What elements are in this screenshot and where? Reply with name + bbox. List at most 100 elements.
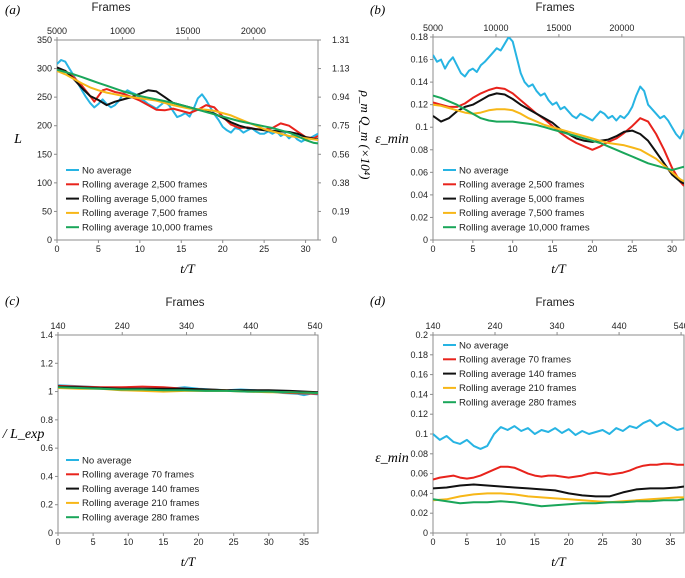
y-tick-label: 0.18 — [410, 350, 428, 360]
x-tick-label: 5 — [464, 537, 469, 547]
y-axis-label: ε_min — [375, 451, 409, 466]
x2-tick-label: 440 — [612, 321, 627, 331]
legend-label: No average — [82, 165, 132, 176]
y-tick-label: 0.06 — [410, 167, 428, 177]
y-tick-label: 0.06 — [410, 469, 428, 479]
series-group — [57, 59, 318, 145]
x-tick-label: 35 — [665, 537, 675, 547]
x-tick-label: 20 — [194, 537, 204, 547]
y-tick-label: 0.4 — [40, 471, 53, 481]
y-tick-label: 250 — [37, 92, 52, 102]
legend-label: Rolling average 70 frames — [459, 355, 571, 366]
y-tick-label: 0 — [423, 528, 428, 538]
x2-tick-label: 540 — [307, 321, 322, 331]
series-group — [433, 37, 684, 187]
y-tick-label: 150 — [37, 149, 52, 159]
x2-axis-title: Frames — [536, 297, 575, 309]
series-line-5 — [57, 68, 318, 145]
x-tick-label: 35 — [299, 537, 309, 547]
y-tick-label: 0.16 — [410, 55, 428, 65]
y2-tick-label: 1.31 — [332, 35, 350, 45]
x-tick-label: 20 — [587, 244, 597, 254]
panel-label: (c) — [5, 293, 19, 308]
x-tick-label: 25 — [259, 244, 269, 254]
x-axis-label: t/T — [181, 554, 196, 569]
legend-label: Rolling average 280 frames — [82, 513, 200, 524]
legend-label: Rolling average 140 frames — [82, 484, 200, 495]
y-tick-label: 0.8 — [40, 415, 53, 425]
legend: No average Rolling average 70 frames Rolli… — [66, 455, 200, 524]
legend-label: Rolling average 10,000 frames — [459, 223, 590, 234]
x2-tick-label: 340 — [550, 321, 565, 331]
x-tick-label: 0 — [430, 537, 435, 547]
legend-label: Rolling average 2,500 frames — [459, 180, 585, 191]
y-tick-label: 0.08 — [410, 145, 428, 155]
x2-tick-label: 340 — [179, 321, 194, 331]
x2-tick-label: 440 — [243, 321, 258, 331]
x2-tick-label: 240 — [115, 321, 130, 331]
series-line-5 — [433, 498, 684, 508]
series-line-2 — [433, 462, 684, 481]
x-tick-label: 10 — [508, 244, 518, 254]
y-tick-label: 0 — [423, 235, 428, 245]
panel-c: (c) 0 5 10 15 20 25 30 35 0 0.2 0.4 0.6 0.8 1 1.2 1.4140… — [0, 293, 322, 569]
x-tick-label: 20 — [218, 244, 228, 254]
legend-label: Rolling average 10,000 frames — [82, 223, 213, 234]
y-tick-label: 0.18 — [410, 32, 428, 42]
x2-tick-label: 20000 — [241, 26, 266, 36]
y-tick-label: 0.1 — [415, 429, 428, 439]
panel-a: (a)0 5 10 15 20 25 3005010015020025030035000.1… — [5, 2, 373, 276]
legend-label: Rolling average 5,000 frames — [82, 194, 208, 205]
x-tick-label: 20 — [564, 537, 574, 547]
legend-label: No average — [459, 165, 509, 176]
series-group — [58, 384, 318, 397]
series-line-4 — [57, 69, 318, 141]
legend: No average Rolling average 2,500 frames Ro… — [443, 165, 590, 234]
x2-tick-label: 15000 — [175, 26, 200, 36]
series-line-1 — [433, 37, 684, 140]
x-tick-label: 0 — [55, 537, 60, 547]
y-tick-label: 0 — [48, 528, 53, 538]
y-tick-label: 1.4 — [40, 330, 53, 340]
y2-tick-label: 0.75 — [332, 121, 350, 131]
x-tick-label: 30 — [301, 244, 311, 254]
y-tick-label: 0.14 — [410, 389, 428, 399]
y-axis-label: ε_min — [375, 132, 409, 147]
y-tick-label: 0.6 — [40, 443, 53, 453]
x-tick-label: 25 — [229, 537, 239, 547]
x-axis-label: t/T — [551, 554, 566, 569]
y-tick-label: 0.12 — [410, 409, 428, 419]
x-axis-label: t/T — [551, 261, 566, 276]
x2-axis-title: Frames — [92, 2, 131, 14]
y-tick-label: 0.14 — [410, 77, 428, 87]
x-tick-label: 5 — [91, 537, 96, 547]
y-tick-label: 50 — [42, 206, 52, 216]
legend-label: Rolling average 210 frames — [459, 383, 577, 394]
legend-label: Rolling average 140 frames — [459, 369, 577, 380]
x-tick-label: 15 — [530, 537, 540, 547]
plot-frame — [57, 334, 319, 534]
y-tick-label: 0.02 — [410, 508, 428, 518]
y2-tick-label: 0.19 — [332, 206, 350, 216]
legend-label: Rolling average 2,500 frames — [82, 180, 208, 191]
series-line-3 — [433, 483, 684, 498]
y-tick-label: 0 — [47, 235, 52, 245]
legend-label: Rolling average 280 frames — [459, 398, 577, 409]
x2-tick-label: 140 — [50, 321, 65, 331]
x-tick-label: 30 — [632, 537, 642, 547]
y2-tick-label: 0 — [332, 235, 337, 245]
x2-tick-label: 10000 — [483, 23, 508, 33]
series-line-5 — [433, 94, 684, 172]
y-tick-label: 1.2 — [40, 358, 53, 368]
series-line-4 — [433, 492, 684, 504]
y-tick-label: 0.1 — [415, 122, 428, 132]
series-line-2 — [57, 67, 318, 140]
y2-tick-label: 1.13 — [332, 64, 350, 74]
legend-label: Rolling average 7,500 frames — [82, 208, 208, 219]
series-line-4 — [433, 103, 684, 183]
y2-tick-label: 0.56 — [332, 149, 350, 159]
x2-tick-label: 540 — [674, 321, 685, 331]
y-tick-label: 200 — [37, 121, 52, 131]
x2-tick-label: 10000 — [110, 26, 135, 36]
